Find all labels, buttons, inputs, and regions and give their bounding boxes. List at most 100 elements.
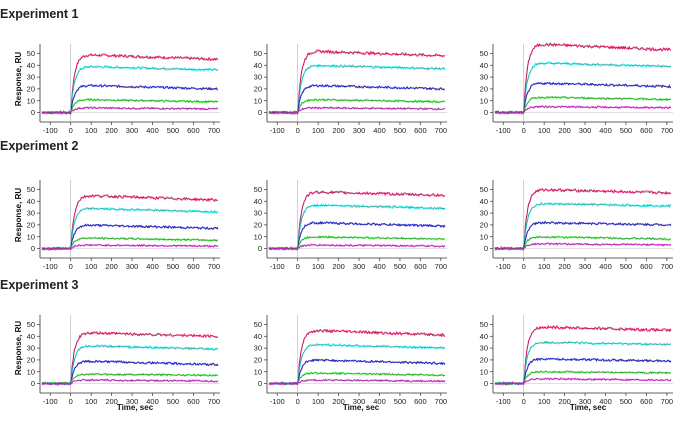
series-5-fit — [495, 106, 671, 113]
series-2-data — [268, 343, 446, 386]
x-tick-label: 400 — [599, 397, 612, 406]
x-tick-label: 600 — [187, 126, 200, 135]
series-2-fit — [495, 203, 671, 249]
x-tick-label: 700 — [208, 126, 221, 135]
x-axis-label-col-2: Time, sec — [343, 403, 380, 412]
x-tick-label: 700 — [661, 126, 674, 135]
x-tick-label: -100 — [43, 262, 58, 271]
x-tick-label: 500 — [394, 262, 407, 271]
series-4-fit — [495, 371, 671, 384]
x-tick-label: 0 — [522, 262, 526, 271]
series-5-fit — [495, 243, 671, 249]
series-2-fit — [495, 63, 671, 113]
series-1-data — [41, 194, 219, 251]
y-tick-label: 40 — [480, 332, 488, 341]
x-tick-label: 200 — [105, 126, 118, 135]
x-tick-label: 100 — [85, 126, 98, 135]
x-tick-label: 100 — [312, 397, 325, 406]
x-tick-label: 200 — [558, 126, 571, 135]
x-tick-label: -100 — [270, 397, 285, 406]
y-tick-label: 0 — [31, 244, 35, 253]
y-tick-label: 40 — [254, 197, 262, 206]
series-1-data — [494, 325, 672, 386]
y-tick-label: 50 — [480, 49, 488, 58]
y-tick-label: 0 — [484, 108, 488, 117]
x-tick-label: -100 — [43, 397, 58, 406]
x-tick-label: 100 — [538, 262, 551, 271]
y-tick-label: 30 — [480, 73, 488, 82]
series-1-fit — [495, 44, 671, 113]
x-tick-label: 700 — [435, 262, 448, 271]
y-tick-label: 30 — [27, 209, 35, 218]
series-2-data — [494, 202, 672, 251]
series-5-fit — [269, 379, 445, 384]
x-tick-label: 0 — [69, 397, 73, 406]
x-tick-label: 700 — [208, 397, 221, 406]
series-1-fit — [495, 189, 671, 249]
x-tick-label: 500 — [167, 262, 180, 271]
x-tick-label: 300 — [126, 126, 139, 135]
experiment-2-title: Experiment 2 — [0, 139, 79, 153]
series-3-fit — [495, 358, 671, 384]
y-tick-label: 0 — [258, 379, 262, 388]
y-tick-label: 40 — [480, 197, 488, 206]
y-axis-label-row-2: Response, RU — [14, 188, 23, 242]
x-tick-label: 300 — [579, 397, 592, 406]
series-1-fit — [42, 54, 218, 113]
x-tick-label: 600 — [187, 397, 200, 406]
x-tick-label: -100 — [496, 126, 511, 135]
x-tick-label: 200 — [332, 262, 345, 271]
series-5-fit — [269, 107, 445, 113]
y-tick-label: 50 — [27, 185, 35, 194]
x-tick-label: 600 — [640, 397, 653, 406]
y-tick-label: 40 — [480, 61, 488, 70]
series-1-fit — [495, 327, 671, 384]
x-tick-label: -100 — [496, 262, 511, 271]
y-tick-label: 30 — [27, 344, 35, 353]
y-tick-label: 0 — [31, 379, 35, 388]
y-axis-label-row-3: Response, RU — [14, 321, 23, 375]
y-tick-label: 50 — [254, 320, 262, 329]
series-4-fit — [269, 99, 445, 113]
x-tick-label: 100 — [538, 397, 551, 406]
y-tick-label: 0 — [31, 108, 35, 117]
series-3-fit — [269, 85, 445, 113]
x-tick-label: 400 — [599, 262, 612, 271]
x-tick-label: 300 — [126, 262, 139, 271]
x-tick-label: 400 — [373, 262, 386, 271]
panel-2-3: 0 10 20 30 40 50 -100 0 100 200 300 400 500 600 700 — [480, 180, 673, 271]
x-tick-label: 600 — [640, 126, 653, 135]
y-tick-label: 20 — [254, 356, 262, 365]
series-3-data — [494, 221, 672, 251]
series-2-data — [41, 207, 219, 251]
x-tick-label: 300 — [353, 262, 366, 271]
series-2-fit — [42, 66, 218, 113]
series-3-fit — [495, 83, 671, 113]
series-3-fit — [269, 360, 445, 384]
x-tick-label: 200 — [105, 262, 118, 271]
x-tick-label: 0 — [296, 262, 300, 271]
x-tick-label: 700 — [208, 262, 221, 271]
y-tick-label: 0 — [484, 244, 488, 253]
series-4-fit — [495, 236, 671, 249]
x-tick-label: 700 — [661, 397, 674, 406]
y-tick-label: 40 — [27, 61, 35, 70]
x-tick-label: 600 — [414, 397, 427, 406]
panel-3-2: 0 10 20 30 40 50 -100 0 100 200 300 400 500 600 700 — [254, 315, 447, 406]
y-tick-label: 40 — [254, 332, 262, 341]
y-tick-label: 20 — [480, 221, 488, 230]
x-tick-label: 500 — [167, 126, 180, 135]
series-2-data — [41, 65, 219, 115]
series-1-data — [41, 53, 219, 115]
series-2-fit — [269, 65, 445, 113]
x-tick-label: 100 — [538, 126, 551, 135]
y-tick-label: 10 — [480, 367, 488, 376]
panel-2-2: 0 10 20 30 40 50 -100 0 100 200 300 400 500 600 700 — [254, 180, 447, 271]
panel-1-3: 0 10 20 30 40 50 -100 0 100 200 300 400 500 600 700 — [480, 42, 674, 135]
y-tick-label: 30 — [254, 73, 262, 82]
x-tick-label: 500 — [620, 126, 633, 135]
series-1-data — [41, 331, 219, 386]
y-tick-label: 40 — [27, 197, 35, 206]
x-tick-label: 200 — [558, 262, 571, 271]
y-tick-label: 10 — [254, 367, 262, 376]
